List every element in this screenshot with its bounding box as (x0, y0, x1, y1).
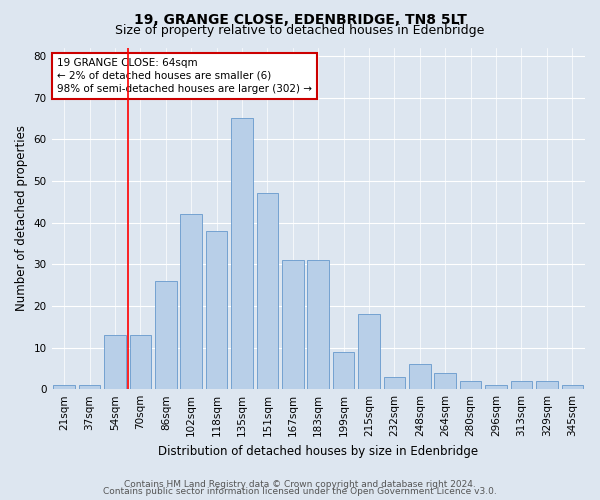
X-axis label: Distribution of detached houses by size in Edenbridge: Distribution of detached houses by size … (158, 444, 478, 458)
Bar (536, 381, 557, 389)
Y-axis label: Number of detached properties: Number of detached properties (15, 126, 28, 312)
Bar (434, 372, 456, 389)
Bar (79, 385, 100, 389)
Bar (155, 281, 176, 389)
Text: Size of property relative to detached houses in Edenbridge: Size of property relative to detached ho… (115, 24, 485, 37)
Bar (307, 260, 329, 389)
Bar (409, 364, 431, 389)
Bar (383, 376, 405, 389)
Bar (130, 335, 151, 389)
Bar (181, 214, 202, 389)
Bar (104, 335, 126, 389)
Bar (333, 352, 355, 389)
Bar (282, 260, 304, 389)
Bar (358, 314, 380, 389)
Bar (460, 381, 481, 389)
Bar (562, 385, 583, 389)
Text: 19, GRANGE CLOSE, EDENBRIDGE, TN8 5LT: 19, GRANGE CLOSE, EDENBRIDGE, TN8 5LT (134, 12, 466, 26)
Bar (231, 118, 253, 389)
Text: 19 GRANGE CLOSE: 64sqm
← 2% of detached houses are smaller (6)
98% of semi-detac: 19 GRANGE CLOSE: 64sqm ← 2% of detached … (57, 58, 312, 94)
Text: Contains public sector information licensed under the Open Government Licence v3: Contains public sector information licen… (103, 487, 497, 496)
Text: Contains HM Land Registry data © Crown copyright and database right 2024.: Contains HM Land Registry data © Crown c… (124, 480, 476, 489)
Bar (485, 385, 507, 389)
Bar (511, 381, 532, 389)
Bar (206, 231, 227, 389)
Bar (53, 385, 75, 389)
Bar (257, 194, 278, 389)
